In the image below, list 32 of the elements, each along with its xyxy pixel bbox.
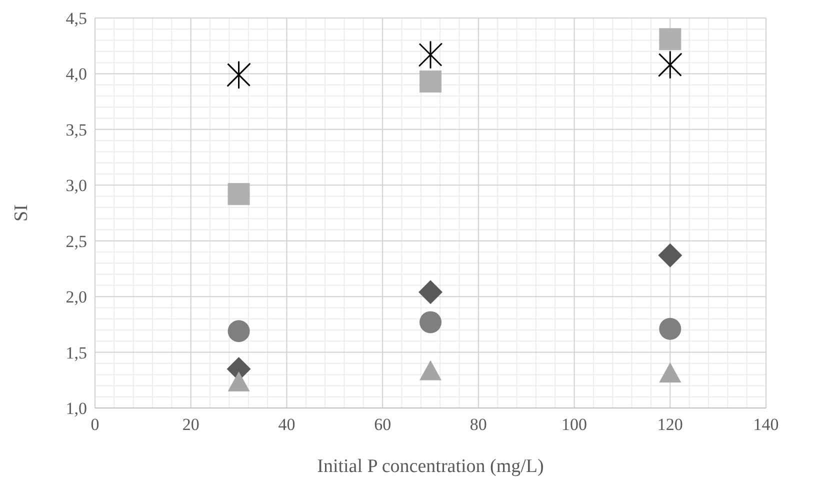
x-tick-label: 0 <box>90 415 100 434</box>
y-tick-label: 4,0 <box>66 64 87 84</box>
y-tick-label: 3,0 <box>66 176 87 196</box>
x-tick-label: 140 <box>753 415 779 434</box>
point <box>227 61 251 89</box>
x-tick-label: 120 <box>657 415 683 434</box>
point <box>659 28 682 50</box>
point <box>658 243 682 268</box>
y-tick-label: 1,0 <box>66 399 87 418</box>
point <box>420 311 442 334</box>
point <box>659 318 682 340</box>
point <box>418 280 442 304</box>
y-axis-title: SI <box>11 204 32 222</box>
y-tick-label: 1,5 <box>66 343 87 362</box>
y-tick-label: 3,5 <box>66 120 87 140</box>
point <box>420 70 442 93</box>
y-tick-label: 2,5 <box>66 232 87 251</box>
point <box>658 51 682 79</box>
x-tick-label: 40 <box>278 415 296 434</box>
y-tick-label: 2,0 <box>66 288 87 307</box>
point <box>228 371 250 392</box>
x-axis-title: Initial P concentration (mg/L) <box>317 456 544 477</box>
point <box>420 360 442 380</box>
x-tick-label: 80 <box>470 415 487 434</box>
x-tick-label: 60 <box>374 415 392 434</box>
point <box>228 183 250 206</box>
point <box>659 362 682 382</box>
point <box>418 41 442 69</box>
point <box>228 320 250 342</box>
y-tick-label: 4,5 <box>66 9 87 28</box>
x-tick-label: 20 <box>182 415 200 434</box>
x-tick-label: 100 <box>562 415 588 434</box>
